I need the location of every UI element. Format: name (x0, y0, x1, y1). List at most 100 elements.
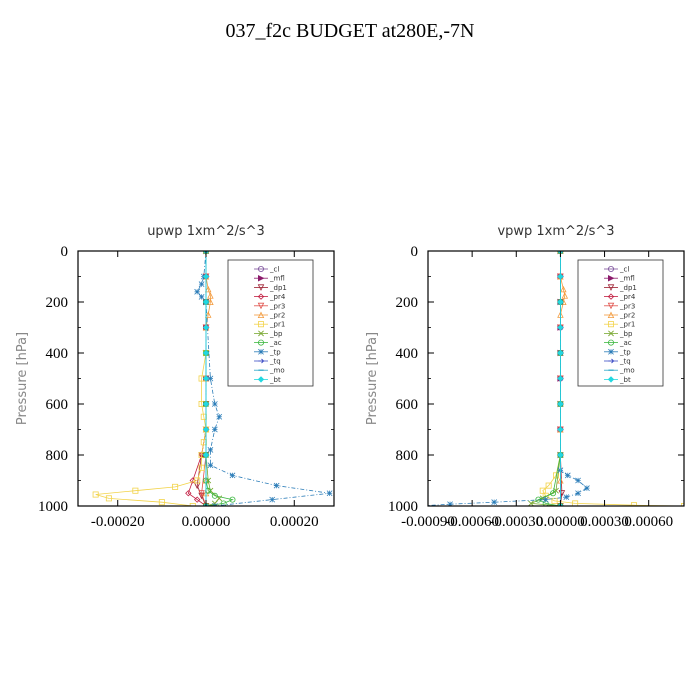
legend-marker (257, 302, 265, 310)
legend-label: _pr1 (269, 321, 285, 329)
legend-label: _pr3 (619, 302, 635, 310)
y-tick-label: 400 (396, 346, 419, 362)
data-point (575, 477, 581, 484)
legend-label: _mfl (269, 275, 285, 283)
vpwp-panel: vpwp 1xm^2/s^3 Pressure [hPa] 0 200 400 600 80… (365, 224, 685, 530)
legend-item-ac: _ac (604, 339, 632, 347)
legend-marker (608, 339, 615, 346)
data-point (326, 490, 333, 497)
series-bt (557, 251, 564, 506)
legend-marker (258, 348, 264, 355)
x-tick-label: 0.00020 (270, 514, 319, 530)
legend-label: _tq (619, 358, 631, 366)
legend-label: _pr3 (269, 302, 285, 310)
data-point (561, 292, 569, 299)
data-point (575, 490, 581, 497)
data-point (273, 482, 280, 489)
data-point (557, 375, 564, 382)
legend-label: _dp1 (619, 284, 637, 292)
legend-label: _bt (269, 376, 281, 384)
legend-item-ac: _ac (254, 339, 282, 347)
data-point (202, 451, 210, 459)
data-point (202, 298, 210, 306)
data-point (229, 496, 236, 503)
y-tick-label: 1000 (388, 499, 418, 515)
data-point (202, 349, 210, 357)
legend-item-pr4: _pr4 (604, 293, 636, 301)
series-line (95, 251, 207, 506)
legend-marker (257, 265, 264, 272)
data-point (545, 482, 552, 489)
legend-label: _mfl (619, 275, 635, 283)
data-point (550, 490, 557, 497)
y-axis-label: Pressure [hPa] (15, 332, 30, 425)
y-tick-label: 1000 (38, 499, 68, 515)
data-point (194, 477, 201, 484)
x-tick-label: 0.00060 (624, 514, 673, 530)
data-point (564, 472, 571, 479)
data-point (584, 485, 590, 492)
legend-marker (257, 339, 264, 346)
legend-label: _ac (619, 339, 632, 347)
legend-label: _tq (269, 358, 281, 366)
legend-item-tp: _tp (604, 348, 631, 356)
y-tick-label: 600 (396, 397, 419, 413)
legend-item-pr3: _pr3 (254, 302, 285, 310)
data-point (491, 499, 498, 506)
data-point (198, 281, 205, 288)
x-tick-label: -0.00060 (445, 514, 499, 530)
x-tick-label: 0.00030 (580, 514, 629, 530)
data-point (557, 349, 564, 357)
legend-item-mo: _mo (254, 367, 285, 375)
legend-marker (608, 348, 614, 355)
legend-item-mfl: _mfl (604, 275, 635, 283)
legend-item-bt: _bt (254, 376, 281, 384)
x-tick-label: -0.00090 (401, 514, 455, 530)
data-point (92, 491, 99, 498)
data-point (158, 499, 165, 506)
data-point (202, 375, 210, 382)
legend-label: _cl (619, 266, 629, 274)
legend-marker (607, 284, 615, 291)
legend-label: _mo (269, 367, 285, 375)
data-point (269, 496, 276, 503)
y-tick-label: 200 (396, 295, 419, 311)
legend-item-pr4: _pr4 (254, 293, 286, 301)
legend-marker (608, 274, 615, 282)
legend-marker (607, 293, 615, 300)
legend-item-dp1: _dp1 (254, 284, 287, 292)
legend-marker (257, 274, 265, 282)
data-point (194, 496, 201, 503)
data-point (204, 285, 212, 293)
legend-marker (257, 293, 265, 300)
data-point (202, 324, 210, 331)
y-tick-label: 600 (46, 397, 69, 413)
legend-box (227, 259, 314, 387)
data-point (198, 490, 205, 497)
series-bt (202, 251, 210, 506)
y-tick-label: 400 (46, 346, 69, 362)
legend-label: _mo (619, 367, 635, 375)
data-point (557, 273, 564, 280)
x-tick-label: 0.00000 (536, 514, 585, 530)
legend-marker (608, 321, 615, 328)
x-tick-label: 0.00000 (182, 514, 231, 530)
x-tick-label: -0.00030 (489, 514, 543, 530)
legend-item-pr2: _pr2 (254, 312, 285, 320)
legend-marker (258, 330, 264, 337)
legend-label: _pr2 (269, 312, 285, 320)
legend-label: _tp (269, 348, 281, 356)
legend-item-pr2: _pr2 (604, 312, 635, 320)
data-point (211, 401, 218, 407)
series-group (428, 251, 684, 506)
legend-label: _tp (619, 348, 631, 356)
legend-box (577, 259, 664, 387)
data-point (185, 490, 192, 497)
legend-item-pr3: _pr3 (604, 302, 635, 310)
legend-item-tq: _tq (254, 358, 281, 366)
data-point (229, 472, 236, 479)
data-point (202, 273, 210, 280)
y-tick-label: 800 (396, 448, 419, 464)
series-line (530, 251, 561, 506)
legend-label: _pr4 (269, 293, 286, 301)
